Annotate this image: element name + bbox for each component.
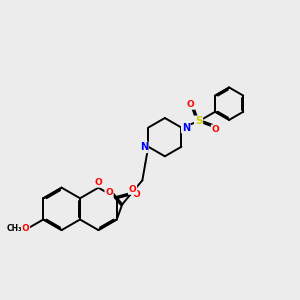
Text: S: S xyxy=(195,116,202,126)
Text: O: O xyxy=(129,185,136,194)
Text: N: N xyxy=(182,123,190,133)
Text: N: N xyxy=(140,142,148,152)
Text: O: O xyxy=(132,190,140,199)
Text: O: O xyxy=(212,125,219,134)
Text: O: O xyxy=(94,178,102,187)
Text: CH₃: CH₃ xyxy=(7,224,22,232)
Text: O: O xyxy=(187,100,195,109)
Text: O: O xyxy=(22,224,29,232)
Text: O: O xyxy=(105,188,113,197)
